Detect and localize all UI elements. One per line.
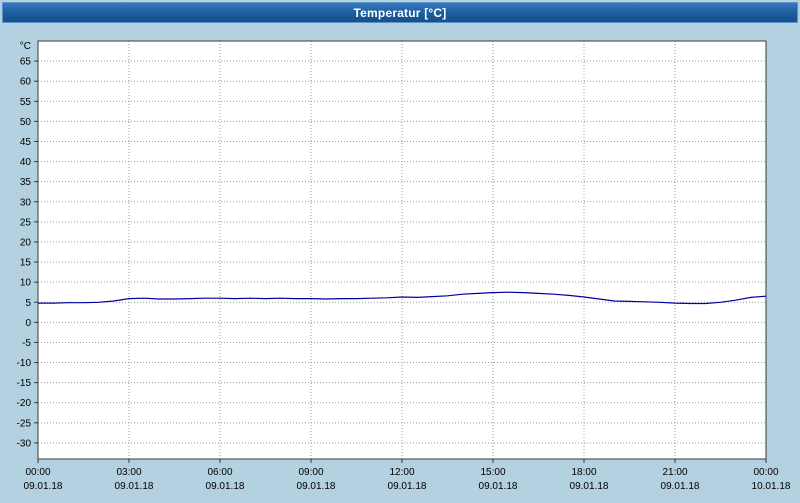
window-title: Temperatur [°C] [353,5,447,20]
svg-text:09.01.18: 09.01.18 [24,481,63,492]
svg-text:09:00: 09:00 [298,467,323,478]
svg-text:12:00: 12:00 [389,467,414,478]
window-titlebar: Temperatur [°C] [2,2,798,23]
svg-text:09.01.18: 09.01.18 [388,481,427,492]
svg-text:18:00: 18:00 [571,467,596,478]
svg-text:15:00: 15:00 [480,467,505,478]
svg-text:-15: -15 [17,378,32,389]
svg-text:00:00: 00:00 [753,467,778,478]
svg-text:20: 20 [20,237,32,248]
svg-text:65: 65 [20,57,32,68]
svg-text:5: 5 [25,298,31,309]
svg-text:-30: -30 [17,438,32,449]
svg-text:00:00: 00:00 [25,467,50,478]
svg-text:10: 10 [20,278,32,289]
svg-text:10.01.18: 10.01.18 [752,481,791,492]
svg-text:06:00: 06:00 [207,467,232,478]
svg-text:09.01.18: 09.01.18 [115,481,154,492]
svg-text:55: 55 [20,97,32,108]
svg-text:60: 60 [20,77,32,88]
svg-text:-20: -20 [17,398,32,409]
svg-text:°C: °C [20,41,31,52]
svg-text:0: 0 [25,318,31,329]
svg-text:35: 35 [20,177,32,188]
svg-text:15: 15 [20,258,32,269]
svg-text:30: 30 [20,197,32,208]
temperature-chart: -30 -25 -20 -15 -10 -5 0 5 10 15 20 25 30 35 40 45 50 55 6… [2,23,798,498]
svg-text:21:00: 21:00 [662,467,687,478]
svg-text:03:00: 03:00 [116,467,141,478]
svg-text:-10: -10 [17,358,32,369]
svg-text:09.01.18: 09.01.18 [570,481,609,492]
svg-text:09.01.18: 09.01.18 [661,481,700,492]
svg-text:-25: -25 [17,418,32,429]
svg-text:25: 25 [20,217,32,228]
svg-text:-5: -5 [22,338,31,349]
temperature-line-chart: -30 -25 -20 -15 -10 -5 0 5 10 15 20 25 30 35 40 45 50 55 6… [17,40,791,492]
svg-text:50: 50 [20,117,32,128]
svg-text:45: 45 [20,137,32,148]
svg-text:09.01.18: 09.01.18 [479,481,518,492]
svg-text:40: 40 [20,157,32,168]
svg-text:09.01.18: 09.01.18 [297,481,336,492]
svg-text:09.01.18: 09.01.18 [206,481,245,492]
